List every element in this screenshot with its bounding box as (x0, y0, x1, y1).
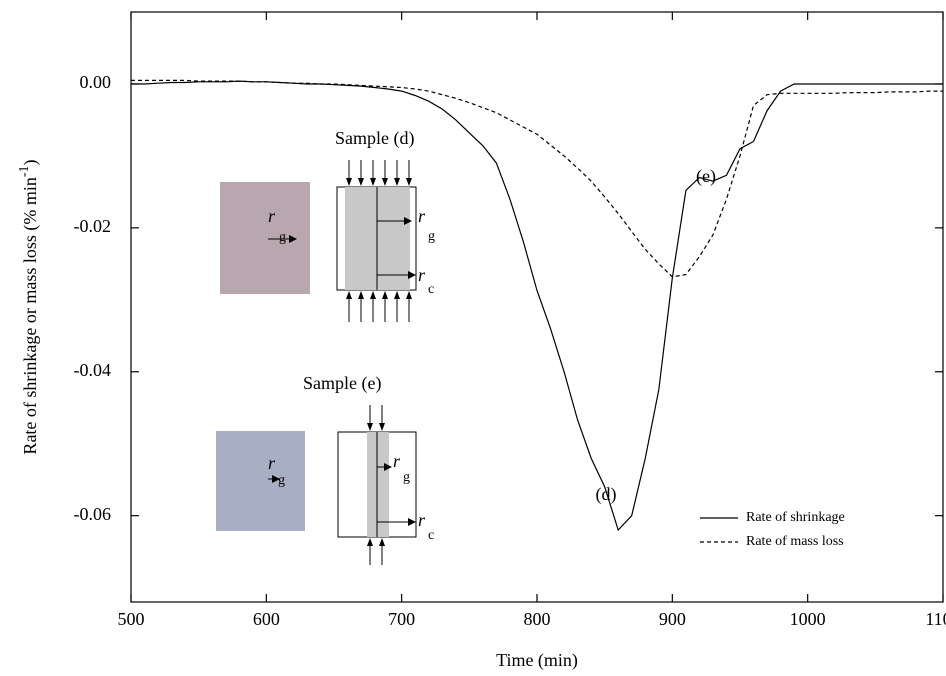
x-axis-title: Time (min) (496, 650, 578, 671)
radius-symbol: r (393, 451, 401, 471)
arrows (268, 405, 414, 565)
radius-symbol: r (268, 453, 276, 473)
y-tick-label: 0.00 (80, 72, 112, 92)
subscript: g (428, 229, 435, 244)
inset-title: Sample (d) (335, 128, 414, 149)
legend-label: Rate of shrinkage (746, 510, 845, 525)
x-tick-label: 1000 (790, 609, 826, 629)
y-title-sup: -1 (17, 165, 32, 177)
data-line (131, 79, 943, 278)
y-tick-label: -0.04 (74, 360, 112, 380)
subscript: c (428, 282, 434, 297)
x-tick-label: 600 (253, 609, 280, 629)
y-tick-label: -0.06 (74, 504, 112, 524)
sample-photo (216, 431, 305, 531)
x-tick-label: 700 (388, 609, 415, 629)
subscript: g (279, 230, 286, 245)
arrow-heads (289, 178, 416, 299)
subscript: g (403, 470, 410, 485)
annotation: (d) (596, 484, 617, 505)
radius-symbol: r (418, 265, 426, 285)
radius-symbol: r (418, 206, 426, 226)
x-tick-label: 1100 (925, 609, 946, 629)
inset-d: Sample (d) r g r g r c (220, 128, 435, 322)
y-tick-label: -0.02 (74, 216, 112, 236)
x-tick-label: 500 (118, 609, 145, 629)
x-tick-label: 800 (524, 609, 551, 629)
radius-symbol: r (418, 510, 426, 530)
y-axis-title: Rate of shrinkage or mass loss (% min-1) (17, 159, 41, 454)
y-title-main: Rate of shrinkage or mass loss (% min (20, 177, 41, 454)
legend-label: Rate of mass loss (746, 534, 844, 549)
subscript: c (428, 528, 434, 543)
subscript: g (278, 473, 285, 488)
annotation: (e) (696, 166, 716, 187)
diagram-core (367, 432, 389, 537)
x-tick-label: 900 (659, 609, 686, 629)
inset-e: Sample (e) r g r g r c (216, 373, 434, 565)
y-title-end: ) (20, 159, 41, 165)
inset-title: Sample (e) (303, 373, 381, 394)
radius-symbol: r (268, 206, 276, 226)
sample-photo (220, 182, 310, 294)
